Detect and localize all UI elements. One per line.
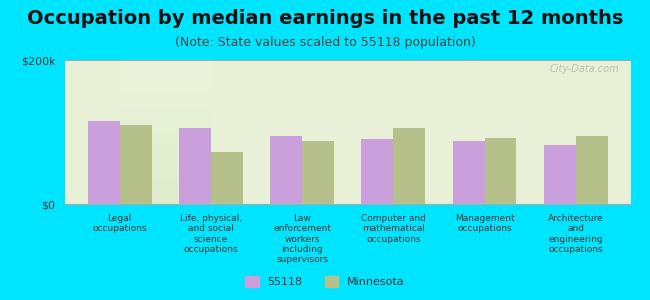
Bar [270, 136, 302, 204]
Bar [452, 141, 484, 204]
Bar [179, 128, 211, 204]
Legend: 55118, Minnesota: 55118, Minnesota [241, 271, 409, 291]
Bar [120, 125, 151, 204]
Text: (Note: State values scaled to 55118 population): (Note: State values scaled to 55118 popu… [175, 36, 475, 49]
Bar [211, 152, 243, 204]
Bar [302, 141, 334, 204]
Text: Occupation by median earnings in the past 12 months: Occupation by median earnings in the pas… [27, 9, 623, 28]
Bar [576, 136, 608, 204]
Bar [544, 145, 576, 204]
Bar [393, 128, 425, 204]
Bar [484, 138, 517, 204]
Text: City-Data.com: City-Data.com [549, 64, 619, 74]
Bar [361, 139, 393, 204]
Bar [88, 121, 120, 204]
